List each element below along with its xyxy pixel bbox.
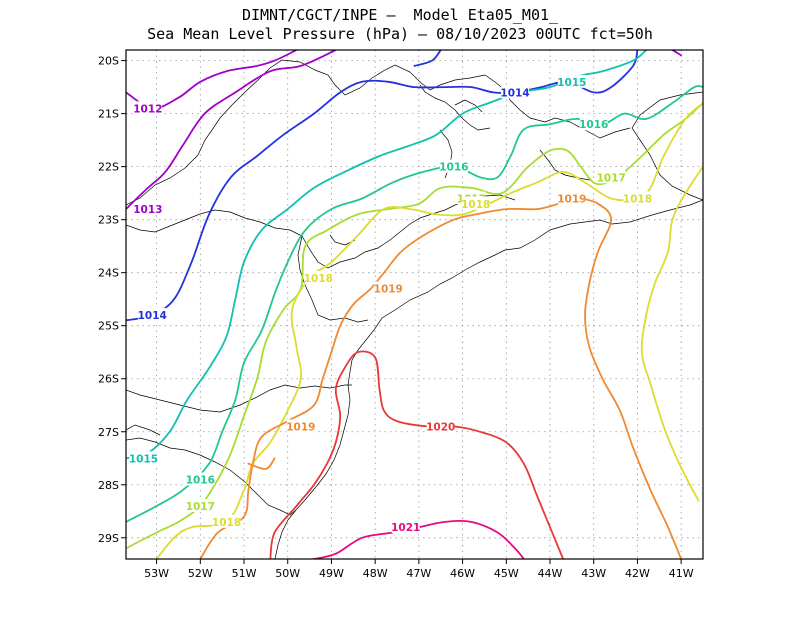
isobar-1019 <box>199 197 682 559</box>
x-tick-label: 45W <box>494 567 519 580</box>
isobar-label-bg <box>579 117 608 131</box>
isobar-label-1020: 1020 <box>426 421 455 433</box>
x-tick-label: 43W <box>581 567 606 580</box>
x-tick-label: 46W <box>450 567 475 580</box>
coastline-and-borders <box>126 59 703 559</box>
y-tick-label: 29S <box>98 532 119 545</box>
axes: 53W 52W 51W 50W 49W 48W 47W 46W 45W 44W 43W 42W 41W 2… <box>98 55 694 580</box>
isobar-label-bg <box>461 196 490 210</box>
isobar-label-bg <box>501 85 530 99</box>
isobar-label-bg <box>138 308 167 322</box>
isobar-label-1015: 1015 <box>557 77 586 89</box>
x-tick-label: 50W <box>275 567 300 580</box>
x-tick-label: 41W <box>669 567 694 580</box>
isobar-label-bg <box>212 514 241 528</box>
isobar-1019 <box>247 457 276 470</box>
isobar-label-1014: 1014 <box>138 310 167 322</box>
isobar-label-bg <box>186 472 215 486</box>
isobar-labels: 1012 1013 1014 1014 1015 1015 1016 1016 1016 1017… <box>129 74 652 534</box>
isobar-label-bg <box>374 281 403 295</box>
isobar-1018 <box>155 102 703 559</box>
isobar-label-bg <box>557 74 586 88</box>
isobar-1020 <box>269 350 564 559</box>
isobar-label-1018: 1018 <box>623 193 652 205</box>
state-border <box>126 424 161 436</box>
isobar-label-1012: 1012 <box>133 103 162 115</box>
y-tick-label: 23S <box>98 214 119 227</box>
y-tick-label: 21S <box>98 108 119 121</box>
isobar-1021 <box>313 519 525 559</box>
y-tick-label: 20S <box>98 55 119 68</box>
isobar-label-bg <box>557 191 586 205</box>
isobar-label-bg <box>133 101 162 115</box>
isobar-label-bg <box>129 451 158 465</box>
isobar-label-bg <box>286 419 315 433</box>
x-tick-label: 49W <box>319 567 344 580</box>
isobar-label-1019: 1019 <box>374 284 403 296</box>
y-tick-label: 24S <box>98 267 119 280</box>
chart-title-line2: Sea Mean Level Pressure (hPa) – 08/10/20… <box>147 25 653 43</box>
y-tick-label: 27S <box>98 426 119 439</box>
state-border <box>126 384 352 413</box>
isobar-label-bg <box>623 191 652 205</box>
x-tick-label: 47W <box>406 567 431 580</box>
isobar-label-1018: 1018 <box>212 517 241 529</box>
isobar-label-bg <box>391 520 420 534</box>
river <box>419 84 491 131</box>
isobar-label-bg <box>426 419 455 433</box>
chart-title-line1: DIMNT/CGCT/INPE – Model Eta05_M01_ <box>241 6 559 24</box>
x-tick-label: 53W <box>144 567 169 580</box>
isobar-label-1016: 1016 <box>579 119 608 131</box>
isobar-label-bg <box>439 159 468 173</box>
isobar-label-1013: 1013 <box>133 204 162 216</box>
isobar-1016 <box>126 85 703 523</box>
x-tick-label: 48W <box>363 567 388 580</box>
isobar-label-1018: 1018 <box>304 273 333 285</box>
isobar-1018 <box>640 165 703 502</box>
x-tick-label: 52W <box>188 567 213 580</box>
state-border <box>126 437 297 516</box>
isobar-label-1018: 1018 <box>461 199 490 211</box>
state-border <box>126 59 486 206</box>
y-tick-label: 26S <box>98 373 119 386</box>
isobar-label-bg <box>304 270 333 284</box>
isobar-label-bg <box>186 498 215 512</box>
plot-area <box>126 50 703 559</box>
isobar-1014 <box>413 50 442 67</box>
isobar-label-1017: 1017 <box>597 172 626 184</box>
y-tick-label: 28S <box>98 479 119 492</box>
isobar-label-bg <box>597 170 626 184</box>
isobar-label-1021: 1021 <box>391 522 420 534</box>
isobar-1013 <box>126 50 337 210</box>
isobar-label-1016: 1016 <box>439 162 468 174</box>
x-tick-label: 42W <box>625 567 650 580</box>
state-border <box>126 194 516 269</box>
x-tick-label: 44W <box>538 567 563 580</box>
isobar-label-1016: 1016 <box>186 474 215 486</box>
state-border <box>297 235 369 323</box>
y-tick-label: 25S <box>98 320 119 333</box>
isobar-label-1019: 1019 <box>557 193 586 205</box>
y-tick-label: 22S <box>98 161 119 174</box>
plot-frame <box>125 49 704 560</box>
isobar-label-1019: 1019 <box>286 421 315 433</box>
isobar-label-1014: 1014 <box>500 87 529 99</box>
coastline <box>274 91 703 559</box>
x-tick-label: 51W <box>232 567 257 580</box>
isobar-label-1017: 1017 <box>186 501 215 513</box>
isobar-label-bg <box>133 202 162 216</box>
isobar-label-1015: 1015 <box>129 453 158 465</box>
